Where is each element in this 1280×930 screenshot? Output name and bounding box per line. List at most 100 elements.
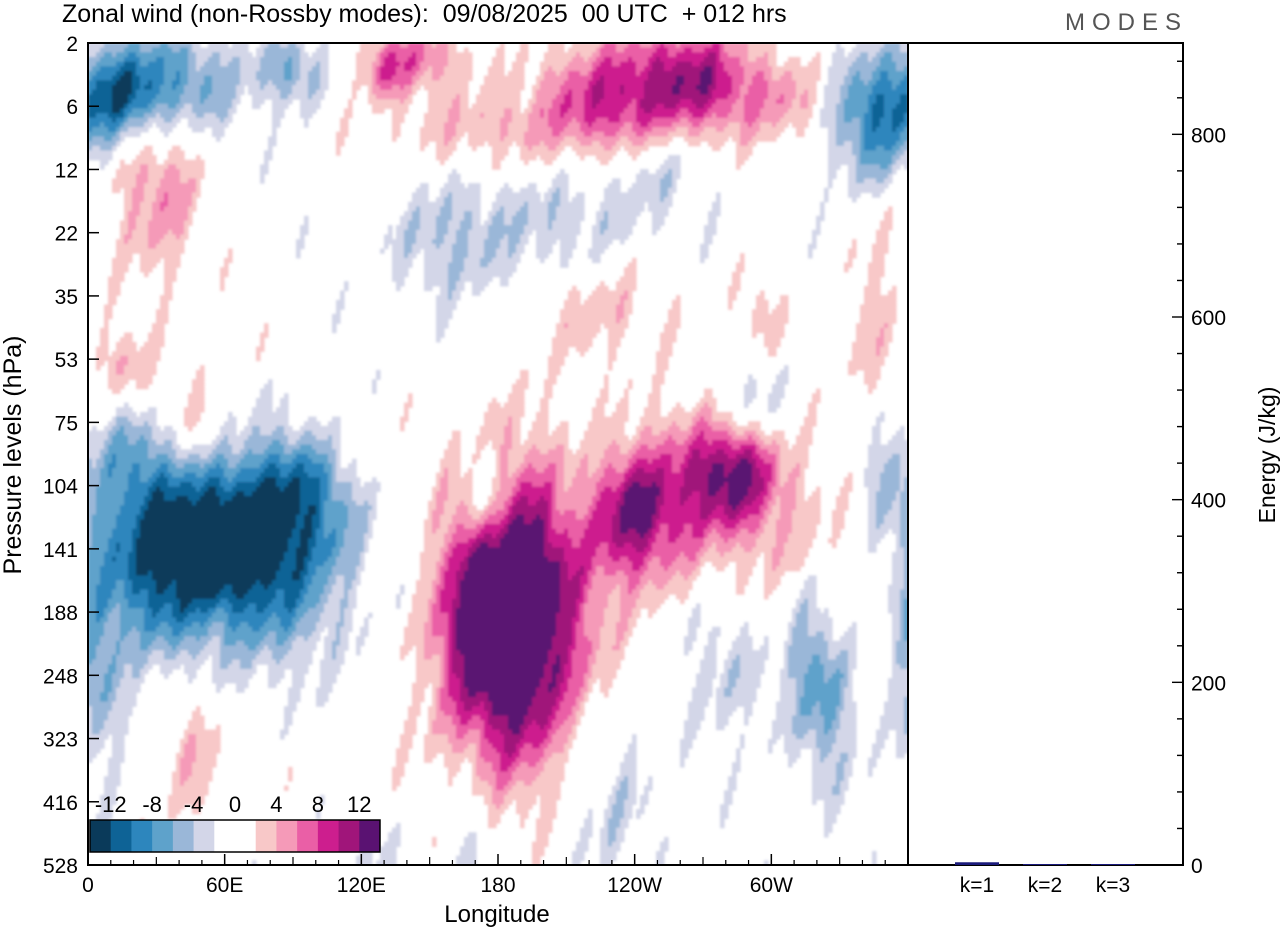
heatmap-cell xyxy=(840,701,845,707)
heatmap-cell xyxy=(432,66,445,72)
heatmap-cell xyxy=(832,533,841,539)
heatmap-cell xyxy=(552,341,593,348)
heatmap-cell xyxy=(156,468,169,474)
heatmap-cell xyxy=(112,472,129,478)
heatmap-cell xyxy=(652,524,657,530)
heatmap-cell xyxy=(740,57,749,63)
heatmap-cell xyxy=(164,267,177,273)
heatmap-cell xyxy=(724,668,729,675)
heatmap-cell xyxy=(160,622,169,628)
heatmap-cell xyxy=(300,234,305,240)
heatmap-cell xyxy=(820,701,841,707)
heatmap-cell xyxy=(668,169,673,175)
heatmap-cell xyxy=(120,505,141,511)
heatmap-cell xyxy=(592,566,597,572)
heatmap-cell xyxy=(560,318,617,324)
heatmap-cell xyxy=(448,654,453,661)
heatmap-cell xyxy=(860,318,897,324)
heatmap-cell xyxy=(180,234,189,240)
heatmap-cell xyxy=(120,220,129,226)
heatmap-cell xyxy=(824,94,841,100)
heatmap-cell xyxy=(436,229,449,236)
heatmap-cell xyxy=(524,159,529,166)
heatmap-cell xyxy=(588,589,613,595)
heatmap-cell xyxy=(696,603,701,609)
heatmap-cell xyxy=(96,365,101,371)
heatmap-cell xyxy=(188,393,205,399)
heatmap-cell xyxy=(172,472,185,478)
heatmap-cell xyxy=(400,85,405,91)
heatmap-cell xyxy=(116,141,121,147)
heatmap-cell xyxy=(88,47,101,53)
heatmap-cell xyxy=(696,85,709,91)
heatmap-cell xyxy=(116,360,129,366)
heatmap-cell xyxy=(260,85,265,91)
heatmap-cell xyxy=(192,766,213,773)
heatmap-cell xyxy=(728,514,737,520)
heatmap-cell xyxy=(360,626,369,633)
heatmap-cell xyxy=(868,276,881,282)
heatmap-cell xyxy=(136,439,149,446)
heatmap-cell xyxy=(900,528,908,534)
heatmap-cell xyxy=(896,748,908,754)
heatmap-cell xyxy=(860,309,897,315)
heatmap-cell xyxy=(172,580,177,586)
heatmap-cell xyxy=(124,187,133,194)
heatmap-cell xyxy=(156,309,169,315)
heatmap-cell xyxy=(692,533,705,539)
heatmap-cell xyxy=(124,589,133,595)
heatmap-cell xyxy=(412,692,425,698)
heatmap-cell xyxy=(792,122,809,128)
heatmap-cell xyxy=(424,738,449,745)
heatmap-cell xyxy=(152,425,161,432)
heatmap-cell xyxy=(620,584,629,591)
heatmap-cell xyxy=(652,117,681,123)
heatmap-cell xyxy=(884,327,893,334)
heatmap-cell xyxy=(220,439,229,446)
heatmap-cell xyxy=(684,458,689,464)
heatmap-cell xyxy=(88,117,113,123)
heatmap-cell xyxy=(848,169,857,175)
heatmap-cell xyxy=(260,43,269,49)
heatmap-cell xyxy=(604,566,633,572)
heatmap-cell xyxy=(692,99,709,105)
heatmap-cell xyxy=(740,673,761,679)
heatmap-cell xyxy=(488,780,497,787)
heatmap-cell xyxy=(128,477,141,483)
heatmap-cell xyxy=(884,341,889,348)
heatmap-cell xyxy=(560,89,569,95)
heatmap-cell xyxy=(608,552,649,558)
heatmap-cell xyxy=(140,262,157,268)
heatmap-cell xyxy=(280,729,289,735)
heatmap-cell xyxy=(88,734,109,740)
heatmap-cell xyxy=(784,654,789,661)
heatmap-cell xyxy=(312,94,325,100)
heatmap-cell xyxy=(300,603,317,609)
heatmap-cell xyxy=(280,617,293,623)
heatmap-cell xyxy=(124,580,133,586)
heatmap-cell xyxy=(692,692,713,698)
heatmap-cell xyxy=(692,524,709,530)
heatmap-cell xyxy=(556,696,565,703)
heatmap-cell xyxy=(712,468,725,474)
heatmap-cell xyxy=(216,594,237,600)
heatmap-cell xyxy=(560,113,565,119)
heatmap-cell xyxy=(560,253,573,259)
heatmap-cell xyxy=(632,122,641,128)
heatmap-cell xyxy=(696,673,717,679)
heatmap-cell xyxy=(620,239,625,245)
heatmap-cell xyxy=(636,173,665,180)
heatmap-cell xyxy=(208,454,217,460)
heatmap-cell xyxy=(824,608,829,614)
heatmap-cell xyxy=(492,766,501,773)
heatmap-cell xyxy=(108,379,129,385)
heatmap-cell xyxy=(460,603,561,609)
heatmap-cell xyxy=(448,631,453,637)
heatmap-cell xyxy=(504,425,513,432)
heatmap-cell xyxy=(508,752,513,759)
heatmap-cell xyxy=(440,594,457,600)
heatmap-cell xyxy=(296,514,305,520)
heatmap-cell xyxy=(284,75,293,81)
heatmap-cell xyxy=(104,318,109,324)
